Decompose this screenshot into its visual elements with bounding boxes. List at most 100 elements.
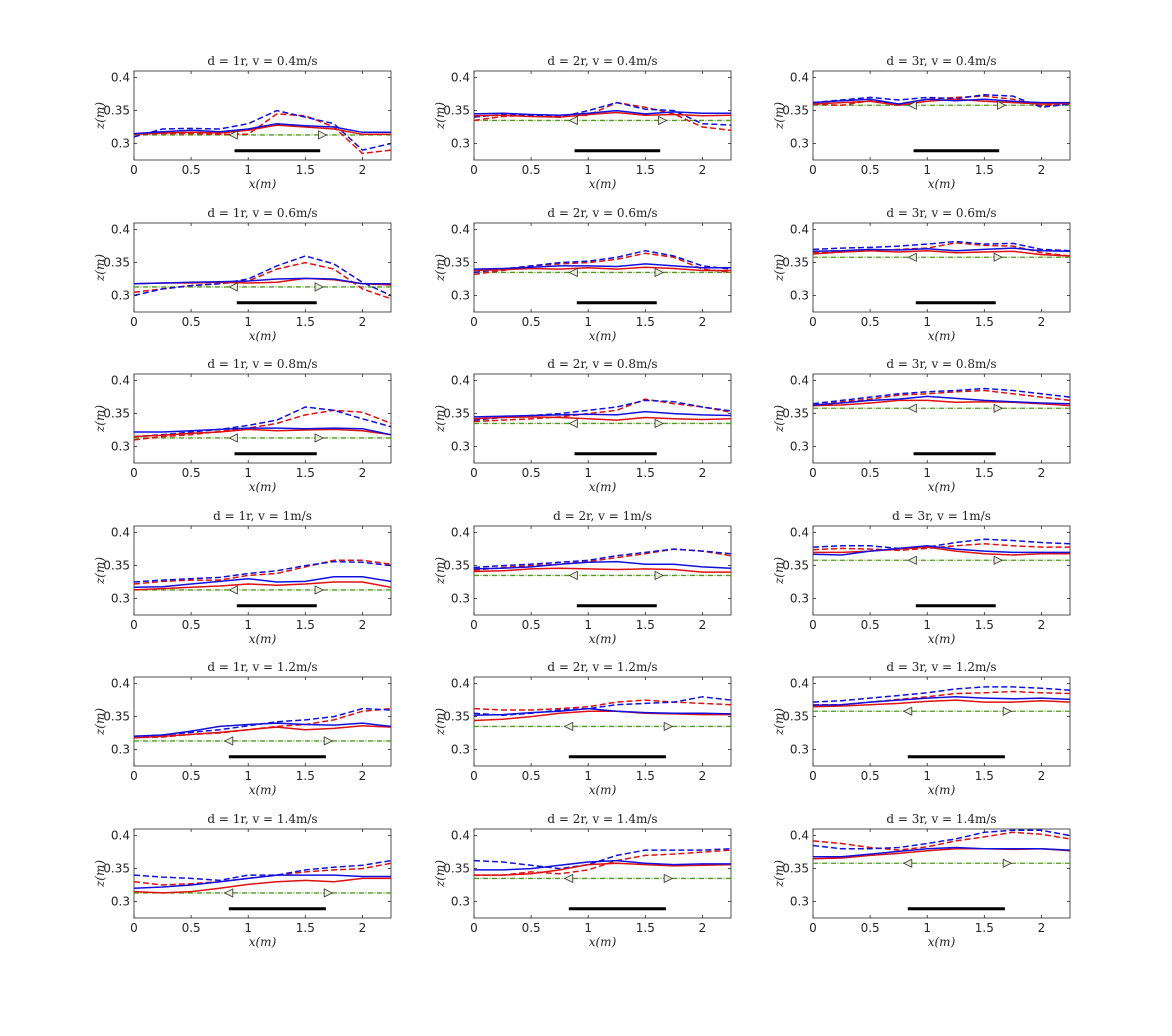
x-axis-label: x(m) <box>249 632 277 646</box>
x-tick-label: 1.5 <box>975 466 994 480</box>
series-red-dashed <box>133 559 392 585</box>
x-tick-label: 2 <box>1038 769 1046 783</box>
x-tick-label: 0 <box>130 921 138 935</box>
y-tick-label: 0.3 <box>111 440 130 454</box>
y-axis-label: z(m) <box>433 254 447 282</box>
x-tick-label: 1.5 <box>975 163 994 177</box>
y-tick-label: 0.35 <box>103 256 130 270</box>
x-tick-label: 2 <box>699 769 707 783</box>
marker-left <box>902 706 913 716</box>
marker-left <box>902 858 913 868</box>
series-blue-solid <box>474 859 731 871</box>
panel-title: d = 1r, v = 1m/s <box>213 509 312 523</box>
x-tick-label: 0 <box>470 466 478 480</box>
series-red-solid <box>473 111 732 118</box>
y-tick-label: 0.35 <box>443 862 470 876</box>
series-blue-solid <box>812 395 1071 406</box>
y-tick-label: 0.4 <box>111 374 130 388</box>
x-tick-label: 2 <box>1038 163 1046 177</box>
y-axis-label: z(m) <box>772 860 786 888</box>
marker-left <box>568 570 578 581</box>
series-red-dashed <box>133 113 392 155</box>
y-tick-label: 0.4 <box>111 677 130 691</box>
series-red-dashed <box>473 699 732 711</box>
y-tick-label: 0.3 <box>790 592 809 606</box>
y-tick-label: 0.4 <box>451 829 470 843</box>
y-axis-label: z(m) <box>93 102 107 130</box>
panel-5: d = 2r, v = 0.6m/s 0.3 0.35 0.4 0 0.5 1 1.5 2 x(m… <box>433 206 732 343</box>
series-blue-dashed <box>473 548 732 569</box>
panel-3: d = 3r, v = 0.4m/s 0.3 0.35 0.4 0 0.5 1 1.5 2 x(m… <box>772 54 1071 191</box>
series-red-dashed <box>473 398 732 423</box>
y-tick-label: 0.35 <box>782 407 809 421</box>
panel-title: d = 2r, v = 0.6m/s <box>547 206 657 220</box>
x-axis-label: x(m) <box>928 329 956 343</box>
x-tick-label: 2 <box>1038 315 1046 329</box>
y-axis-label: z(m) <box>93 708 107 736</box>
x-tick-label: 0 <box>130 315 138 329</box>
x-axis-label: x(m) <box>589 177 617 191</box>
x-tick-label: 2 <box>1038 921 1046 935</box>
axes-frame <box>812 525 1071 616</box>
y-tick-label: 0.4 <box>111 223 130 237</box>
panel-9: d = 3r, v = 0.8m/s 0.3 0.35 0.4 0 0.5 1 1.5 2 x(m… <box>772 357 1071 494</box>
series-blue-solid <box>133 277 391 285</box>
y-axis-label: z(m) <box>93 254 107 282</box>
y-axis-label: z(m) <box>772 708 786 736</box>
panel-11: d = 2r, v = 1m/s 0.3 0.35 0.4 0 0.5 1 1.5 2 x(m) z… <box>433 509 732 646</box>
x-axis-label: x(m) <box>928 177 956 191</box>
y-tick-label: 0.35 <box>443 256 470 270</box>
panel-title: d = 3r, v = 1.4m/s <box>886 812 996 826</box>
y-tick-label: 0.35 <box>782 104 809 118</box>
marker-right <box>318 130 328 140</box>
axes-frame <box>812 373 1071 464</box>
y-axis-label: z(m) <box>433 405 447 433</box>
series-blue-solid <box>812 247 1071 253</box>
y-tick-label: 0.4 <box>790 829 809 843</box>
x-tick-label: 1 <box>244 921 252 935</box>
y-tick-label: 0.35 <box>103 407 130 421</box>
axes-frame <box>473 373 732 464</box>
axes-frame <box>133 828 392 919</box>
x-tick-label: 0.5 <box>182 466 201 480</box>
marker-left <box>563 721 574 732</box>
panel-13: d = 1r, v = 1.2m/s 0.3 0.35 0.4 0 0.5 1 1.5 2 x(m… <box>93 660 392 797</box>
panel-6: d = 3r, v = 0.6m/s 0.3 0.35 0.4 0 0.5 1 1.5 2 x(m… <box>772 206 1071 343</box>
series-red-solid <box>812 249 1071 257</box>
marker-left <box>907 403 917 413</box>
series-red-solid <box>133 581 392 591</box>
x-tick-label: 0.5 <box>522 769 541 783</box>
y-axis-label: z(m) <box>433 860 447 888</box>
marker-right <box>997 100 1007 110</box>
series-blue-solid <box>812 545 1070 556</box>
x-tick-label: 2 <box>359 769 367 783</box>
x-tick-label: 1.5 <box>636 769 655 783</box>
marker-left <box>223 736 234 746</box>
marker-left <box>568 267 578 278</box>
panel-title: d = 2r, v = 1.2m/s <box>547 660 657 674</box>
series-red-dashed <box>473 252 732 276</box>
x-tick-label: 2 <box>699 466 707 480</box>
panel-12: d = 3r, v = 1m/s 0.3 0.35 0.4 0 0.5 1 1.5 2 x(m) z… <box>772 509 1071 646</box>
x-tick-label: 1.5 <box>296 769 315 783</box>
x-tick-label: 0 <box>470 163 478 177</box>
y-axis-label: z(m) <box>772 102 786 130</box>
x-tick-label: 1 <box>584 315 592 329</box>
x-tick-label: 0.5 <box>182 769 201 783</box>
y-tick-label: 0.4 <box>111 71 130 85</box>
series-red-solid <box>473 567 731 573</box>
x-tick-label: 1.5 <box>636 466 655 480</box>
marker-right <box>1002 706 1013 716</box>
y-tick-label: 0.35 <box>782 862 809 876</box>
x-tick-label: 0.5 <box>861 769 880 783</box>
x-tick-label: 2 <box>699 921 707 935</box>
series-red-solid <box>133 428 392 438</box>
x-tick-label: 1 <box>584 921 592 935</box>
series-blue-dashed <box>133 406 392 438</box>
x-tick-label: 1.5 <box>636 618 655 632</box>
marker-right <box>658 115 668 126</box>
marker-right <box>993 555 1003 565</box>
x-tick-label: 0 <box>809 769 817 783</box>
series-blue-solid <box>133 122 391 135</box>
x-tick-label: 0.5 <box>522 315 541 329</box>
